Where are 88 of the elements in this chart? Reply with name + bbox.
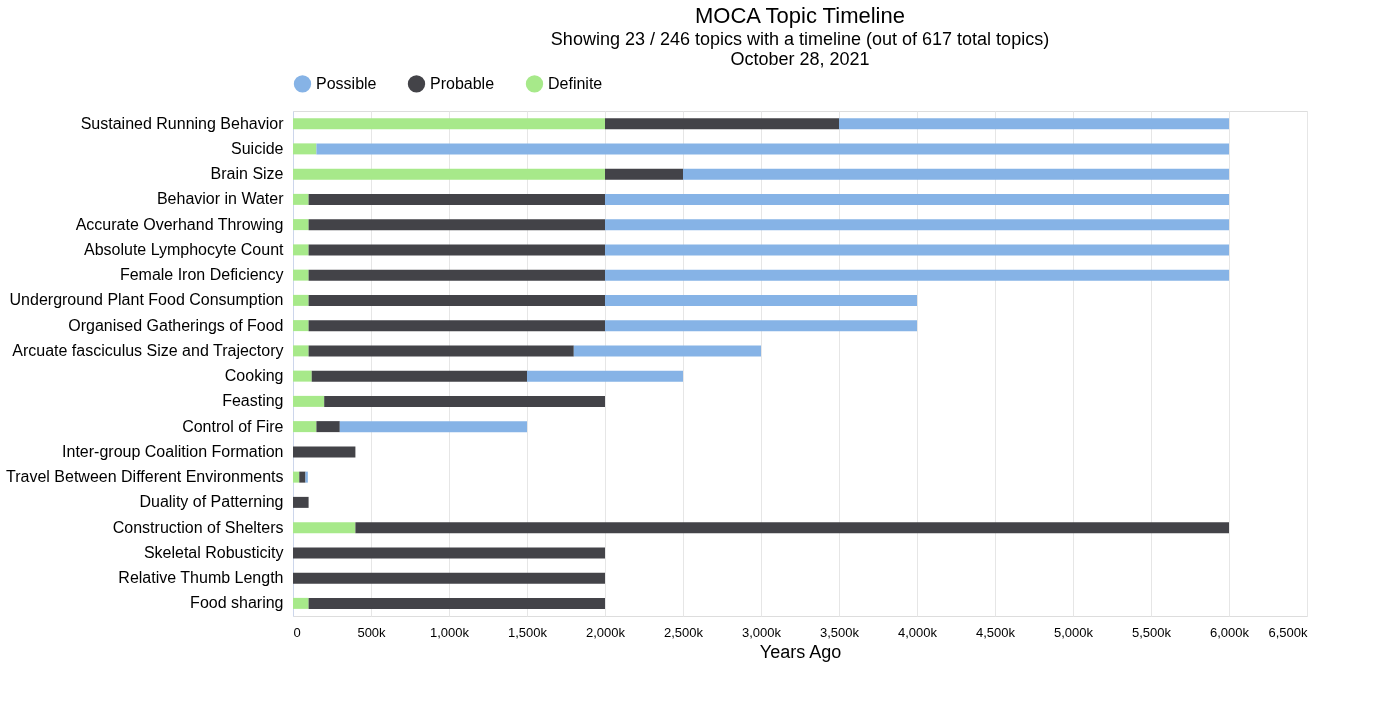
legend-label: Possible [316, 74, 377, 92]
legend-label: Definite [548, 74, 603, 92]
chart-title: MOCA Topic Timeline [695, 3, 905, 28]
y-tick-label: Construction of Shelters [112, 518, 284, 536]
y-tick-label: Underground Plant Food Consumption [9, 291, 284, 309]
y-tick-label: Brain Size [210, 165, 284, 183]
x-tick-label: 2,000k [585, 624, 626, 640]
y-tick-label: Food sharing [190, 594, 284, 612]
y-tick-label: Absolute Lymphocyte Count [83, 240, 285, 258]
bar [293, 244, 309, 256]
y-tick-label: Skeletal Robusticity [143, 543, 284, 561]
x-tick-label: 6,500k [1268, 624, 1308, 640]
y-tick-label: Inter-group Coalition Formation [62, 442, 284, 460]
bar [605, 168, 683, 180]
bar [316, 143, 1229, 155]
bar [293, 522, 356, 534]
bar [293, 496, 309, 508]
bar [573, 345, 761, 357]
x-tick-label: 1,500k [507, 624, 548, 640]
y-tick-label: Organised Gatherings of Food [68, 316, 284, 334]
bar [293, 572, 605, 584]
bar [308, 244, 605, 256]
bar [355, 522, 1229, 534]
bar [683, 168, 1229, 180]
bar [605, 244, 1229, 256]
chart-subtitle: Showing 23 / 246 topics with a timeline (out of 617 total topics) October 28, 2021 [550, 29, 1050, 69]
bar [605, 320, 917, 332]
y-tick-label: Female Iron Deficiency [119, 266, 284, 284]
x-tick-label: 0 [293, 624, 301, 640]
x-tick-label: 2,500k [663, 624, 704, 640]
y-tick-label: Feasting [222, 392, 284, 410]
x-tick-label: 4,000k [897, 624, 938, 640]
bar [324, 395, 605, 407]
bar [293, 320, 309, 332]
x-tick-label: 3,500k [819, 624, 860, 640]
bar [293, 269, 309, 281]
x-axis-title: Years Ago [759, 641, 842, 662]
x-tick-label: 6,000k [1209, 624, 1250, 640]
bar [839, 118, 1229, 130]
bar [605, 219, 1229, 231]
bar [527, 370, 683, 382]
bar [293, 118, 605, 130]
bar [293, 395, 325, 407]
bar [293, 547, 605, 559]
y-tick-label: Control of Fire [182, 417, 284, 435]
y-tick-label: Cooking [224, 367, 284, 385]
bar [339, 421, 527, 433]
y-tick-label: Sustained Running Behavior [80, 114, 285, 132]
bar [605, 294, 917, 306]
y-tick-label: Duality of Patterning [139, 493, 284, 511]
bar [293, 446, 356, 458]
bar [293, 219, 309, 231]
x-tick-label: 5,000k [1053, 624, 1094, 640]
bar [293, 471, 300, 483]
bar [293, 193, 309, 205]
bar [311, 370, 527, 382]
bar [293, 421, 317, 433]
bar [308, 597, 605, 609]
bar [308, 294, 605, 306]
bar [293, 143, 317, 155]
bar [605, 118, 839, 130]
x-tick-label: 3,000k [741, 624, 782, 640]
y-tick-label: Accurate Overhand Throwing [75, 215, 284, 233]
bar [299, 471, 306, 483]
x-tick-label: 1,000k [429, 624, 470, 640]
x-tick-label: 500k [357, 624, 387, 640]
y-tick-label: Arcuate fasciculus Size and Trajectory [12, 341, 284, 359]
bar [308, 269, 605, 281]
bar [293, 168, 605, 180]
bar [316, 421, 340, 433]
y-tick-label: Behavior in Water [156, 190, 285, 208]
y-tick-label: Suicide [231, 139, 284, 157]
bar [308, 345, 574, 357]
legend-label: Probable [430, 74, 495, 92]
bar [293, 294, 309, 306]
bar [293, 370, 312, 382]
bar [293, 345, 309, 357]
y-tick-label: Relative Thumb Length [118, 569, 284, 587]
bar [293, 597, 309, 609]
bar [605, 269, 1229, 281]
bar [308, 320, 605, 332]
y-tick-label: Travel Between Different Environments [6, 468, 284, 486]
bar [305, 471, 308, 483]
bar [308, 193, 605, 205]
x-tick-label: 4,500k [975, 624, 1016, 640]
bar [308, 219, 605, 231]
bar [605, 193, 1229, 205]
x-tick-label: 5,500k [1131, 624, 1172, 640]
